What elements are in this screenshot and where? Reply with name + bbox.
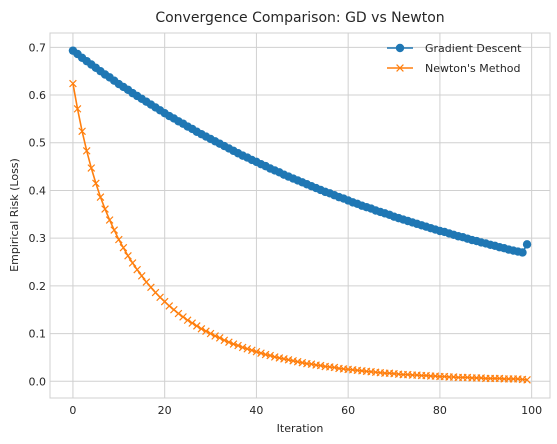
x-tick-label: 40 — [249, 404, 263, 417]
data-point — [179, 313, 187, 321]
data-point — [211, 332, 219, 340]
data-point — [243, 345, 252, 353]
data-point — [316, 361, 325, 370]
data-point — [261, 350, 270, 359]
x-axis-label: Iteration — [277, 422, 324, 435]
data-point — [266, 351, 275, 360]
data-point — [252, 347, 261, 356]
data-point — [124, 251, 132, 260]
data-point — [87, 164, 96, 172]
data-point — [330, 363, 339, 372]
data-point — [293, 357, 302, 366]
data-point — [280, 355, 288, 363]
data-point — [105, 216, 114, 224]
data-point — [110, 226, 119, 234]
data-point — [202, 327, 210, 336]
data-point — [289, 356, 297, 365]
data-point — [73, 105, 82, 113]
data-point — [270, 353, 279, 361]
data-point — [174, 309, 183, 318]
data-point — [307, 360, 316, 368]
data-point — [225, 338, 233, 347]
data-point — [298, 358, 307, 367]
x-tick-label: 100 — [521, 404, 542, 417]
legend: Gradient Descent Newton's Method — [387, 42, 522, 75]
data-point — [78, 127, 86, 136]
data-point — [69, 79, 77, 88]
data-point — [275, 354, 284, 362]
y-tick-label: 0.1 — [29, 328, 47, 341]
data-point — [220, 336, 229, 345]
x-tick-label: 20 — [158, 404, 172, 417]
series-layer — [68, 46, 532, 384]
axis-ticks: 0 20 40 60 80 100 0.0 0.1 0.2 0.3 0.4 0.5 0.6 0.7 — [29, 41, 543, 417]
data-point — [101, 205, 109, 213]
series-gradient-descent — [68, 46, 532, 257]
y-tick-label: 0.7 — [29, 41, 47, 54]
data-point — [248, 346, 256, 355]
data-point — [133, 265, 141, 274]
data-point — [206, 329, 215, 338]
legend-label: Gradient Descent — [425, 42, 522, 55]
y-tick-label: 0.3 — [29, 232, 47, 245]
data-point — [82, 147, 91, 155]
data-point — [284, 356, 293, 364]
data-point — [229, 340, 238, 348]
x-tick-label: 80 — [433, 404, 447, 417]
data-point — [183, 316, 192, 325]
data-point — [114, 235, 123, 244]
y-tick-label: 0.5 — [29, 137, 47, 150]
y-tick-label: 0.6 — [29, 89, 47, 102]
legend-item-gradient-descent: Gradient Descent — [387, 42, 522, 55]
data-point — [257, 349, 265, 357]
y-axis-label: Empirical Risk (Loss) — [8, 158, 21, 272]
data-point — [188, 319, 197, 327]
series-newtons-method — [69, 79, 531, 384]
data-point — [137, 272, 146, 280]
legend-marker — [395, 43, 405, 53]
data-point — [523, 376, 531, 384]
legend-marker — [396, 64, 404, 72]
data-point — [518, 248, 527, 257]
y-tick-label: 0.0 — [29, 375, 47, 388]
legend-label: Newton's Method — [425, 62, 521, 75]
x-tick-label: 60 — [341, 404, 355, 417]
data-point — [119, 243, 128, 252]
y-tick-label: 0.4 — [29, 184, 47, 197]
data-point — [238, 343, 247, 352]
data-point — [128, 259, 137, 267]
data-point — [522, 240, 532, 249]
data-point — [96, 193, 105, 201]
chart-title: Convergence Comparison: GD vs Newton — [155, 10, 444, 26]
y-tick-label: 0.2 — [29, 280, 47, 293]
data-point — [197, 324, 206, 333]
data-point — [92, 179, 100, 188]
data-point — [215, 334, 224, 342]
x-tick-label: 0 — [69, 404, 76, 417]
legend-item-newtons-method: Newton's Method — [387, 62, 521, 75]
data-point — [192, 322, 201, 330]
data-point — [234, 341, 242, 350]
